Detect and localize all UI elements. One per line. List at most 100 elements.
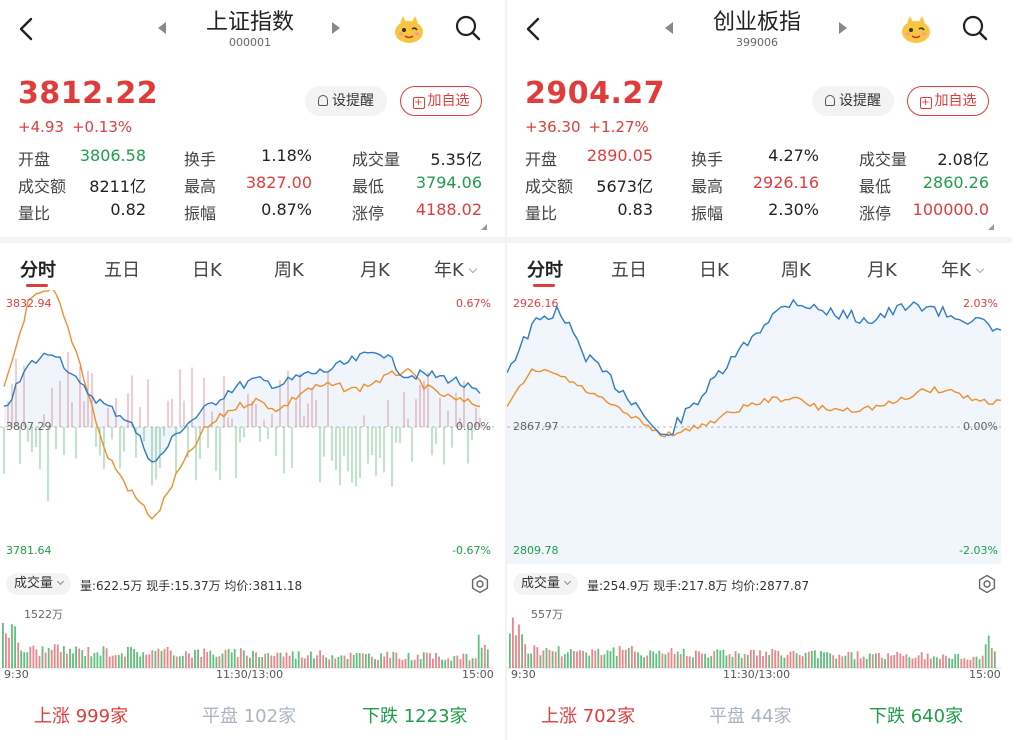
volume-bar: [914, 657, 917, 668]
volume-bar: [518, 624, 520, 668]
volume-bar: [554, 651, 557, 668]
intraday-chart[interactable]: 3832.94 0.67% 3807.29 0.00% 3781.64 -0.6…: [0, 286, 505, 564]
tab-label: 分时: [527, 260, 563, 281]
volume-bar: [151, 650, 154, 668]
mascot-icon[interactable]: [899, 12, 933, 46]
volume-bar: [249, 657, 251, 668]
advancers-label: 上涨: [541, 706, 577, 727]
volume-bar: [209, 650, 212, 668]
plus-icon: +: [412, 97, 425, 109]
volume-bar: [99, 655, 102, 668]
unchanged-count: 102家: [243, 706, 297, 727]
back-arrow-icon[interactable]: [14, 14, 40, 44]
prev-index-icon[interactable]: [158, 22, 166, 34]
price-line: [3, 351, 481, 463]
search-icon[interactable]: [454, 14, 482, 42]
volume-bar: [471, 658, 474, 668]
volume-bar: [346, 658, 349, 668]
index-code: 000001: [229, 36, 271, 49]
volume-bar: [786, 654, 789, 668]
stat-value: 8211亿: [89, 177, 146, 196]
volume-bar: [435, 652, 437, 668]
add-watchlist-button[interactable]: + 加自选: [400, 86, 482, 116]
stat-label: 最低: [859, 177, 892, 196]
decliners-count: 1223家: [403, 706, 468, 727]
volume-bar: [716, 649, 719, 668]
time-open: 9:30: [4, 668, 29, 681]
volume-bar: [862, 656, 865, 668]
volume-bar: [325, 657, 328, 668]
bell-icon: [318, 95, 328, 106]
tab-1[interactable]: 五日: [104, 256, 140, 282]
stat-label: 开盘: [18, 150, 51, 169]
volume-bar: [480, 647, 483, 668]
next-index-icon[interactable]: [332, 22, 340, 34]
back-arrow-icon[interactable]: [521, 14, 547, 44]
volume-bar: [468, 660, 471, 668]
stat-label: 量比: [525, 204, 558, 223]
volume-chart[interactable]: 1522万: [0, 600, 505, 670]
volume-indicator-select[interactable]: 成交量: [6, 573, 72, 595]
volume-bar: [221, 653, 224, 668]
volume-bar: [987, 635, 990, 668]
settings-gear-icon[interactable]: [470, 574, 490, 594]
volume-bar: [383, 656, 386, 668]
volume-bar: [297, 651, 300, 668]
volume-bar: [868, 653, 871, 668]
volume-bar: [530, 653, 533, 668]
stat-label: 成交额: [18, 177, 67, 196]
tab-0[interactable]: 分时: [20, 256, 56, 282]
change-percent: +0.13%: [71, 118, 133, 136]
volume-bar: [447, 658, 450, 668]
intraday-chart[interactable]: 2926.16 2.03% 2867.97 0.00% 2809.78 -2.0…: [507, 290, 1012, 564]
volume-bar: [551, 651, 554, 668]
expand-corner-icon[interactable]: [481, 224, 487, 230]
volume-bar: [954, 654, 957, 668]
tab-label: 日K: [699, 260, 729, 281]
volume-bar: [5, 633, 7, 668]
tab-3[interactable]: 周K: [274, 256, 304, 282]
next-index-icon[interactable]: [839, 22, 847, 34]
stats-row: 量比 0.83 振幅 2.30% 涨停 100000.0: [525, 200, 995, 227]
volume-bar: [640, 655, 642, 668]
volume-bar: [410, 660, 413, 668]
tab-0[interactable]: 分时: [527, 256, 563, 282]
volume-bar: [649, 650, 652, 668]
tab-5[interactable]: 年K: [941, 256, 985, 282]
volume-bar: [279, 652, 282, 668]
volume-bar: [704, 653, 706, 668]
volume-bar: [972, 656, 975, 668]
volume-bar: [814, 650, 816, 668]
volume-indicator-select[interactable]: 成交量: [513, 573, 579, 595]
volume-bar: [355, 652, 358, 668]
volume-bar: [966, 659, 969, 668]
volume-bar: [978, 659, 981, 668]
tab-3[interactable]: 周K: [781, 256, 811, 282]
time-close: 15:00: [462, 668, 494, 681]
volume-bar: [634, 651, 636, 668]
volume-bar: [236, 656, 239, 668]
volume-bar: [707, 657, 710, 668]
search-icon[interactable]: [961, 14, 989, 42]
tab-1[interactable]: 五日: [611, 256, 647, 282]
set-alert-button[interactable]: 设提醒: [812, 86, 894, 116]
tab-4[interactable]: 月K: [360, 256, 390, 282]
unchanged: 平盘 102家: [202, 702, 296, 728]
volume-bar: [44, 652, 47, 668]
add-watchlist-button[interactable]: + 加自选: [907, 86, 989, 116]
prev-index-icon[interactable]: [665, 22, 673, 34]
expand-corner-icon[interactable]: [988, 224, 994, 230]
tab-4[interactable]: 月K: [867, 256, 897, 282]
settings-gear-icon[interactable]: [977, 574, 997, 594]
tab-5[interactable]: 年K: [434, 256, 478, 282]
tab-2[interactable]: 日K: [192, 256, 222, 282]
set-alert-button[interactable]: 设提醒: [305, 86, 387, 116]
volume-bar: [627, 647, 630, 668]
volume-indicator-label: 成交量: [521, 576, 561, 591]
mascot-icon[interactable]: [392, 12, 426, 46]
volume-bar: [313, 658, 315, 668]
volume-bar: [850, 652, 853, 668]
volume-chart[interactable]: 557万: [507, 600, 1012, 670]
volume-bar: [731, 656, 734, 668]
tab-2[interactable]: 日K: [699, 256, 729, 282]
